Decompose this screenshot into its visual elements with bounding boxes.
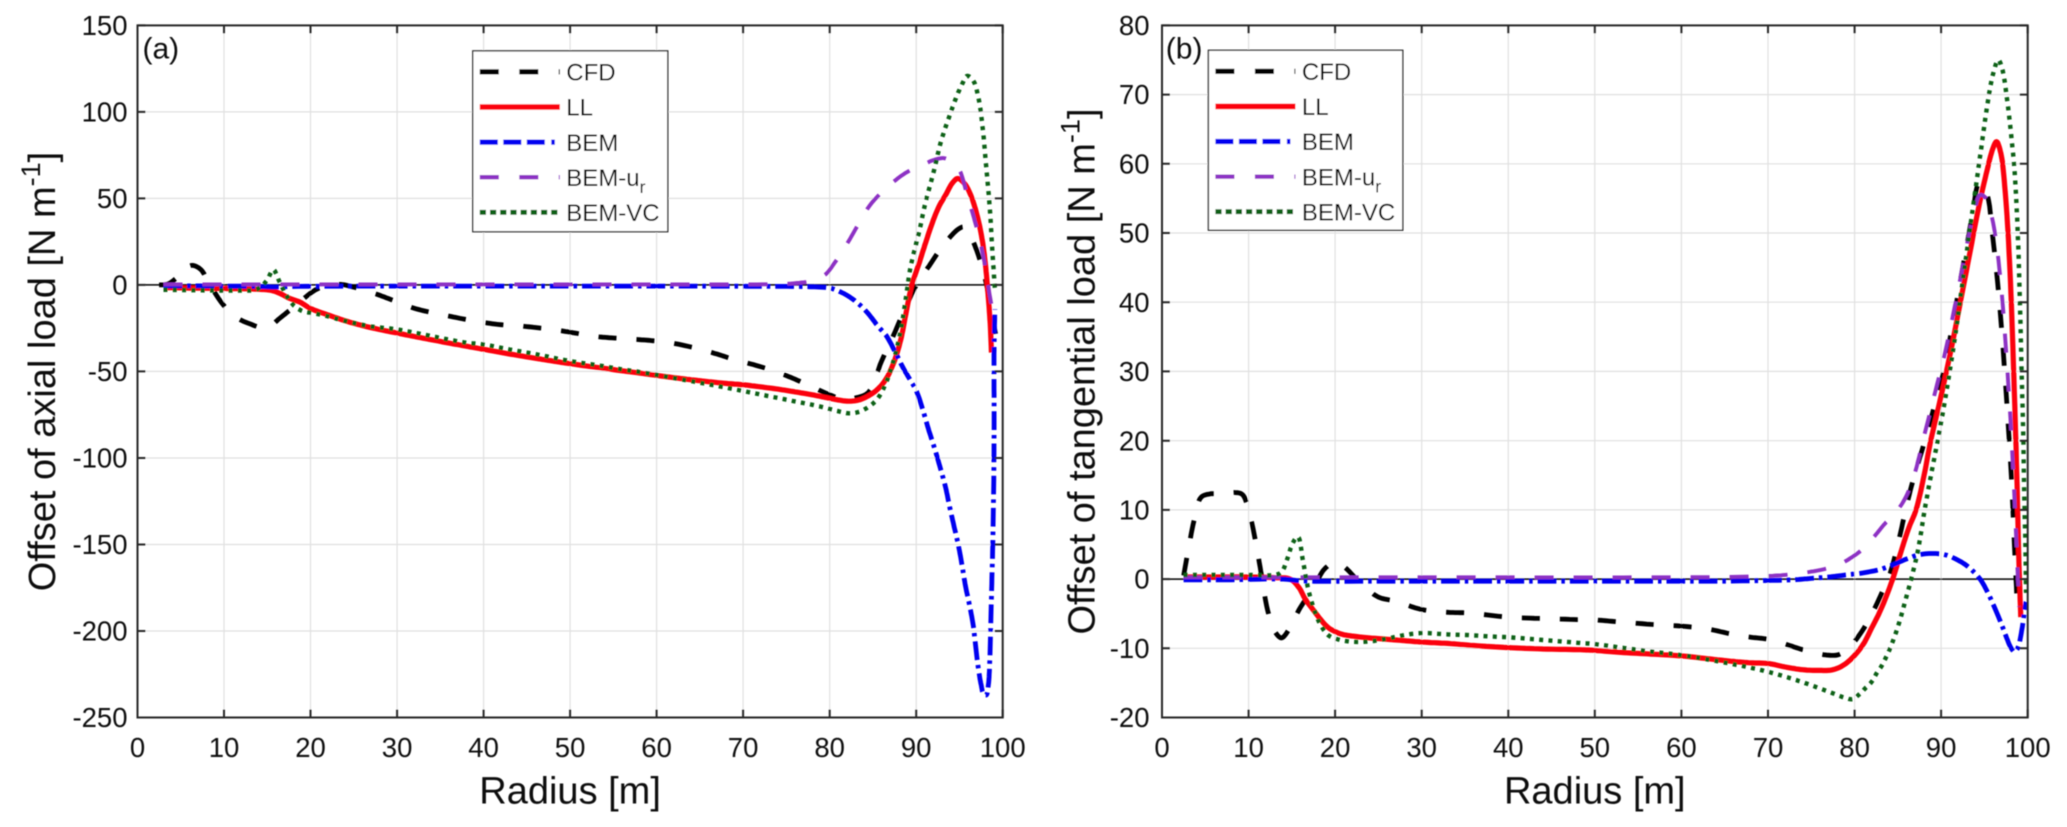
svg-text:-150: -150 bbox=[72, 529, 127, 560]
svg-text:50: 50 bbox=[555, 732, 586, 763]
svg-text:50: 50 bbox=[1580, 732, 1611, 763]
svg-text:60: 60 bbox=[641, 732, 672, 763]
svg-text:-20: -20 bbox=[1110, 702, 1150, 733]
svg-text:30: 30 bbox=[1406, 732, 1437, 763]
svg-text:BEM-VC: BEM-VC bbox=[566, 200, 659, 227]
svg-text:100: 100 bbox=[980, 732, 1026, 763]
svg-text:(b): (b) bbox=[1166, 33, 1203, 66]
svg-text:0: 0 bbox=[1154, 732, 1169, 763]
svg-text:CFD: CFD bbox=[1302, 59, 1351, 86]
svg-text:CFD: CFD bbox=[566, 60, 615, 87]
svg-text:30: 30 bbox=[1119, 356, 1150, 387]
svg-text:40: 40 bbox=[1493, 732, 1524, 763]
svg-text:Offset of tangential load [N m: Offset of tangential load [N m-1] bbox=[1056, 108, 1104, 634]
svg-text:Radius [m]: Radius [m] bbox=[1504, 771, 1686, 813]
svg-text:-200: -200 bbox=[72, 616, 127, 647]
svg-text:0: 0 bbox=[1134, 564, 1149, 595]
svg-text:Offset of axial load [N m-1]: Offset of axial load [N m-1] bbox=[16, 152, 64, 591]
svg-text:80: 80 bbox=[1119, 10, 1150, 41]
svg-text:70: 70 bbox=[1753, 732, 1784, 763]
svg-text:BEM-VC: BEM-VC bbox=[1302, 199, 1395, 226]
svg-text:80: 80 bbox=[814, 732, 845, 763]
svg-text:-100: -100 bbox=[72, 443, 127, 474]
svg-text:50: 50 bbox=[1119, 218, 1150, 249]
svg-text:0: 0 bbox=[130, 732, 145, 763]
svg-text:0: 0 bbox=[112, 270, 127, 301]
svg-text:LL: LL bbox=[566, 95, 593, 122]
svg-text:BEM-ur: BEM-ur bbox=[566, 165, 645, 197]
svg-text:(a): (a) bbox=[143, 33, 180, 66]
svg-text:100: 100 bbox=[82, 97, 128, 128]
svg-text:40: 40 bbox=[1119, 287, 1150, 318]
svg-text:80: 80 bbox=[1839, 732, 1870, 763]
svg-text:Radius [m]: Radius [m] bbox=[479, 771, 661, 813]
svg-text:10: 10 bbox=[1233, 732, 1264, 763]
svg-text:90: 90 bbox=[901, 732, 932, 763]
svg-text:90: 90 bbox=[1926, 732, 1957, 763]
svg-text:-10: -10 bbox=[1110, 633, 1150, 664]
svg-text:BEM-ur: BEM-ur bbox=[1302, 164, 1381, 196]
svg-text:BEM: BEM bbox=[566, 130, 618, 157]
svg-text:10: 10 bbox=[1119, 495, 1150, 526]
svg-text:BEM: BEM bbox=[1302, 129, 1354, 156]
svg-text:20: 20 bbox=[1119, 425, 1150, 456]
svg-text:40: 40 bbox=[468, 732, 499, 763]
svg-text:70: 70 bbox=[728, 732, 759, 763]
svg-text:50: 50 bbox=[97, 183, 128, 214]
svg-text:LL: LL bbox=[1302, 94, 1329, 121]
svg-text:-250: -250 bbox=[72, 702, 127, 733]
svg-text:-50: -50 bbox=[88, 356, 128, 387]
svg-text:10: 10 bbox=[209, 732, 240, 763]
svg-text:70: 70 bbox=[1119, 79, 1150, 110]
svg-text:60: 60 bbox=[1666, 732, 1697, 763]
svg-text:100: 100 bbox=[2005, 732, 2051, 763]
svg-text:20: 20 bbox=[295, 732, 326, 763]
svg-text:60: 60 bbox=[1119, 148, 1150, 179]
svg-text:30: 30 bbox=[382, 732, 413, 763]
svg-text:20: 20 bbox=[1320, 732, 1351, 763]
svg-text:150: 150 bbox=[82, 10, 128, 41]
